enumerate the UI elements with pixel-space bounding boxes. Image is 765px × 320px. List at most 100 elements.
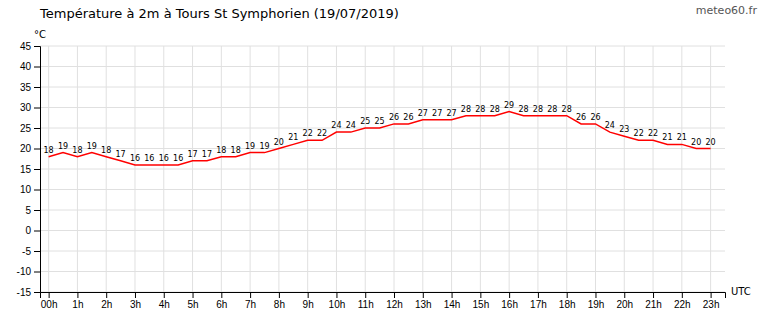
x-tick: 15h [473, 292, 490, 310]
data-label: 16 [173, 154, 183, 163]
x-tick: 3h [130, 292, 141, 310]
y-tick-label: 25 [20, 123, 32, 134]
x-tick-label: 16h [501, 299, 518, 310]
x-tick-mark [336, 292, 337, 298]
data-label: 28 [475, 105, 485, 114]
y-tick-label: 0 [25, 225, 31, 236]
data-label: 27 [446, 109, 456, 118]
data-label: 26 [576, 113, 586, 122]
x-tick-label: 5h [187, 299, 198, 310]
y-tick: 35 [20, 82, 40, 93]
title: Température à 2m à Tours St Symphorien (… [39, 6, 399, 21]
y-tick-label: 5 [25, 205, 31, 216]
y-tick: 40 [20, 61, 40, 72]
y-tick: 0 [25, 225, 40, 236]
x-tick-label: 21h [645, 299, 662, 310]
y-tick: 15 [20, 164, 40, 175]
y-tick-label: -10 [17, 266, 32, 277]
grid-line-y [40, 148, 725, 149]
x-axis: 00h1h2h3h4h5h6h7h8h9h10h11h12h13h14h15h1… [41, 292, 726, 310]
x-tick: 18h [559, 292, 576, 310]
x-tick-mark [193, 292, 194, 298]
grid-line-y [40, 251, 725, 252]
data-label: 27 [418, 109, 428, 118]
x-tick: 19h [588, 292, 605, 310]
data-label: 25 [375, 117, 385, 126]
data-label: 17 [202, 150, 212, 159]
data-label: 21 [662, 133, 672, 142]
y-tick-label: 45 [20, 41, 32, 52]
x-tick-mark [682, 292, 683, 298]
y-tick-label: 35 [20, 82, 32, 93]
x-tick: 10h [329, 292, 346, 310]
y-tick-label: 10 [20, 184, 32, 195]
x-tick-label: 17h [530, 299, 547, 310]
x-tick: 5h [187, 292, 198, 310]
y-tick: -5 [22, 246, 40, 257]
data-label: 24 [346, 121, 356, 130]
x-tick-mark [135, 292, 136, 298]
data-label: 19 [87, 142, 97, 151]
x-tick: 8h [274, 292, 285, 310]
marks [49, 112, 711, 165]
y-tick-mark [34, 149, 40, 150]
data-label: 16 [159, 154, 169, 163]
data-label: 28 [562, 105, 572, 114]
x-tick-mark [480, 292, 481, 298]
data-label: 28 [547, 105, 557, 114]
data-label: 26 [590, 113, 600, 122]
x-tick-mark [308, 292, 309, 298]
data-label: 18 [101, 146, 111, 155]
y-tick-label: 30 [20, 102, 32, 113]
x-tick-mark [106, 292, 107, 298]
y-tick-mark [34, 292, 40, 293]
data-label: 28 [518, 105, 528, 114]
x-tick-label: 8h [274, 299, 285, 310]
x-tick: 23h [703, 292, 720, 310]
data-label: 22 [303, 129, 313, 138]
x-tick: 13h [415, 292, 432, 310]
grid-line-y [40, 169, 725, 170]
data-label: 24 [605, 121, 615, 130]
data-label: 21 [677, 133, 687, 142]
x-tick: 00h [41, 292, 58, 310]
y-tick: 45 [20, 41, 40, 52]
y-tick: 5 [25, 205, 40, 216]
data-label: 22 [317, 129, 327, 138]
y-tick-mark [34, 190, 40, 191]
x-tick-mark [567, 292, 568, 298]
data-label: 18 [216, 146, 226, 155]
data-label: 19 [58, 142, 68, 151]
y-tick-label: 15 [20, 164, 32, 175]
data-label: 26 [403, 113, 413, 122]
x-tick-label: 1h [72, 299, 83, 310]
y-tick-mark [34, 231, 40, 232]
x-tick-mark [509, 292, 510, 298]
data-label: 28 [533, 105, 543, 114]
x-tick-mark [394, 292, 395, 298]
x-tick-label: 7h [245, 299, 256, 310]
x-tick-mark [164, 292, 165, 298]
grid-line-y [40, 87, 725, 88]
grid-line-y [40, 189, 725, 190]
x-tick: 1h [72, 292, 83, 310]
temperature-line [49, 112, 711, 165]
data-label: 18 [44, 146, 54, 155]
grid-line-y [40, 66, 725, 67]
x-tick-mark [77, 292, 78, 298]
data-label: 23 [619, 125, 629, 134]
y-tick: -10 [17, 266, 40, 277]
x-tick: 7h [245, 292, 256, 310]
x-tick: 16h [501, 292, 518, 310]
x-tick-label: 14h [444, 299, 461, 310]
x-tick-mark [538, 292, 539, 298]
y-tick-label: 20 [20, 143, 32, 154]
data-label: 24 [331, 121, 341, 130]
grid-line-y [40, 210, 725, 211]
y-tick: 20 [20, 143, 40, 154]
data-label: 19 [245, 142, 255, 151]
x-tick: 9h [303, 292, 314, 310]
data-label: 20 [274, 138, 284, 147]
grid-line-y [40, 271, 725, 272]
grid-line-y [40, 107, 725, 108]
